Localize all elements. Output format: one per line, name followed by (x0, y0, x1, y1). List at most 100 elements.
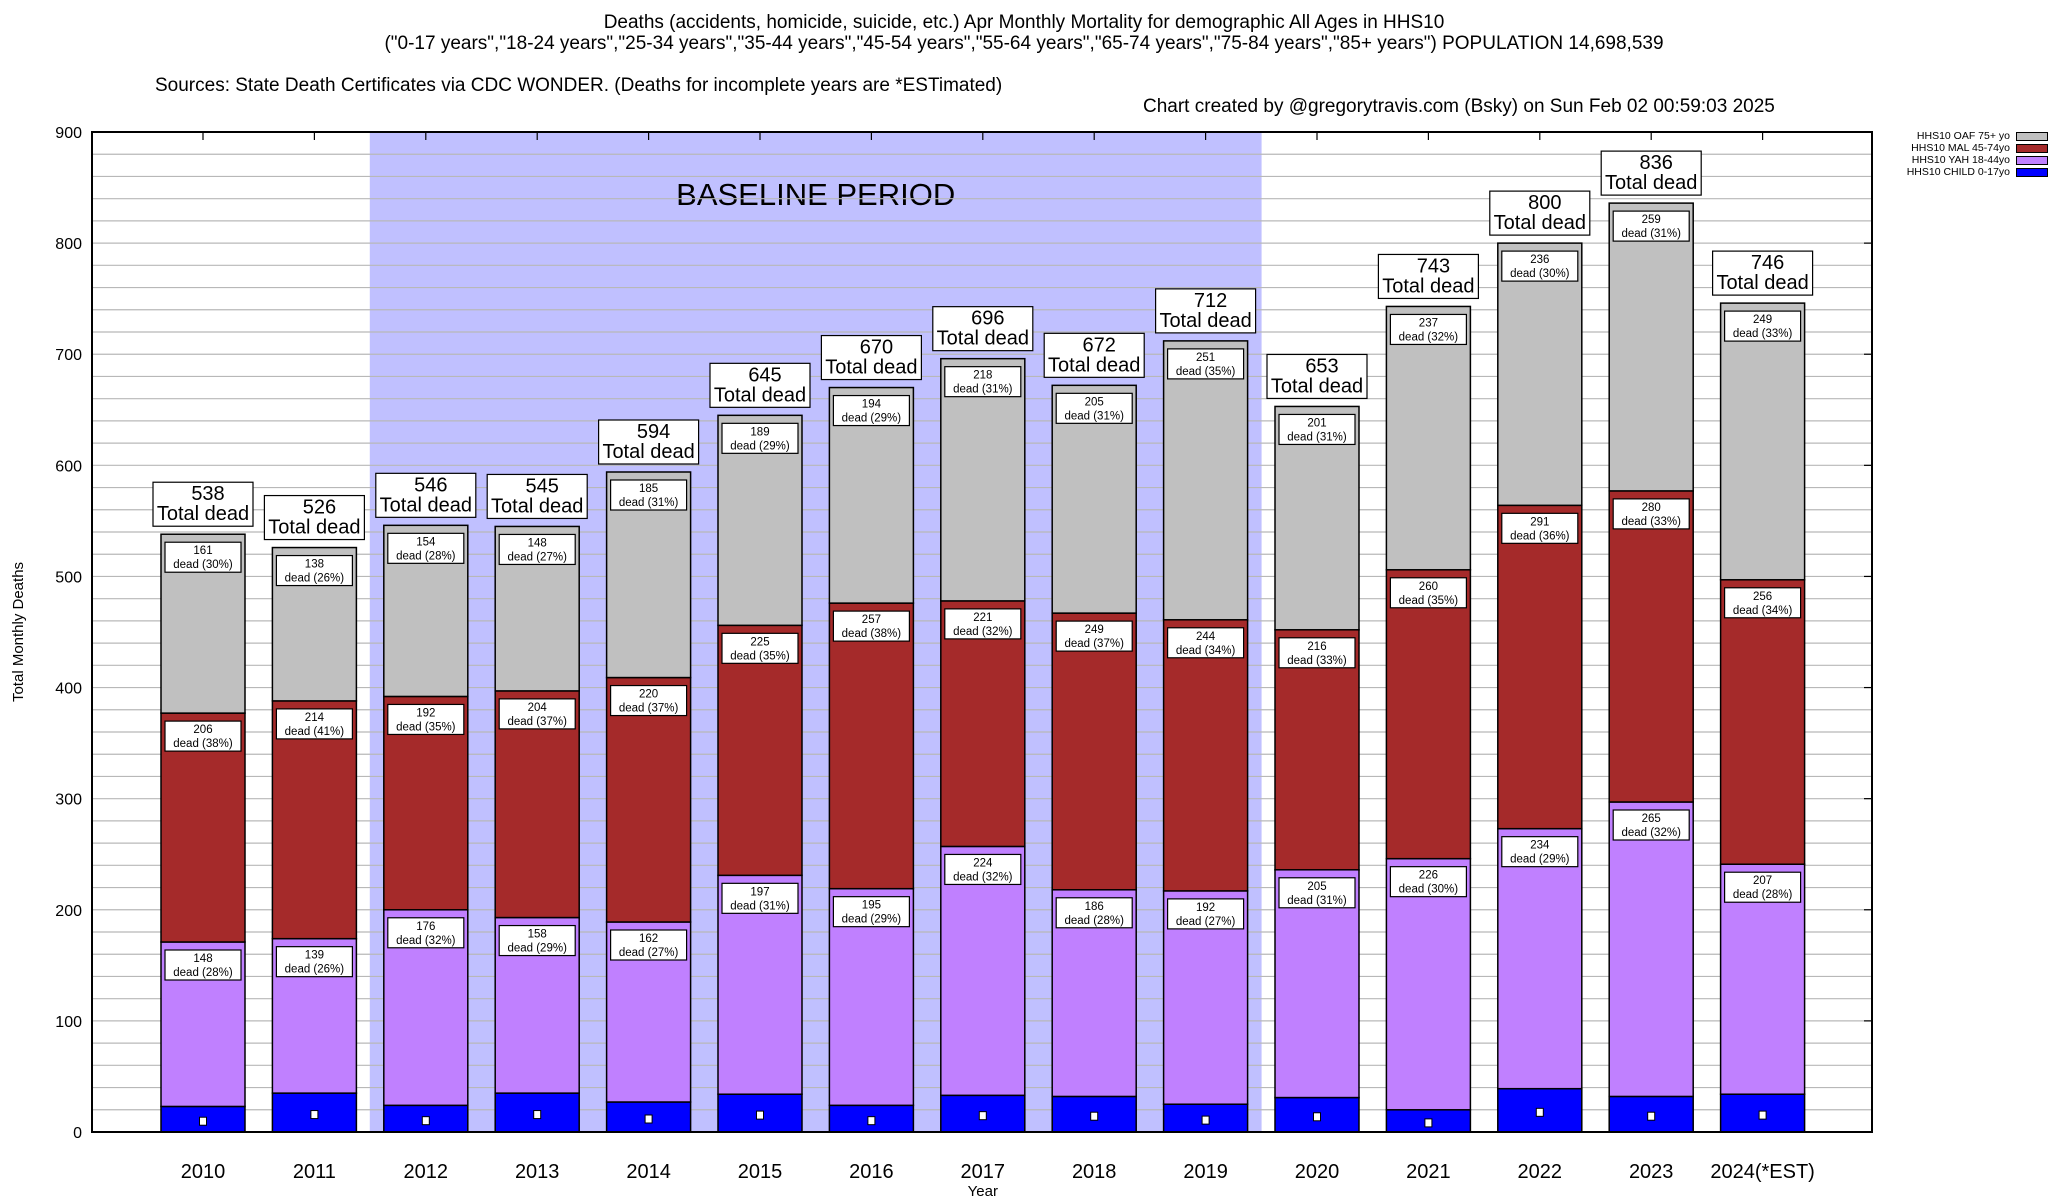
legend-item: HHS10 OAF 75+ yo (1880, 130, 2048, 142)
segment-value-label: 189 (750, 426, 769, 438)
segment-marker (199, 1116, 207, 1126)
total-value-label: 672 (1083, 334, 1116, 356)
segment-label-box (498, 533, 576, 566)
segment-marker (978, 1111, 987, 1121)
bar-segment-yah (1497, 827, 1583, 1090)
bar-segment-yah (940, 845, 1026, 1097)
total-label-box (486, 473, 588, 520)
y-tick-label: 400 (55, 681, 82, 698)
segment-label-box (1166, 898, 1245, 930)
y-tick-label: 500 (55, 569, 82, 586)
segment-percent-label: dead (28%) (1733, 889, 1793, 901)
segment-value-label: 161 (193, 545, 212, 557)
segment-value-label: 280 (1642, 502, 1661, 514)
segment-label-box (721, 632, 799, 664)
segment-label-box (832, 610, 911, 642)
segment-marker (310, 1110, 319, 1120)
x-tick-label: 2021 (1406, 1161, 1451, 1183)
segment-percent-label: dead (33%) (1287, 655, 1347, 667)
segment-percent-label: dead (31%) (1287, 431, 1347, 443)
segment-label-box (1278, 637, 1356, 669)
segment-label-box (1612, 210, 1690, 242)
segment-percent-label: dead (34%) (1176, 645, 1236, 657)
segment-label-box (1055, 620, 1133, 652)
segment-label-box (498, 924, 576, 957)
segment-value-label: 201 (1307, 417, 1326, 429)
segment-value-label: 244 (1196, 631, 1216, 643)
segment-label-box (1723, 871, 1802, 903)
legend-swatch (2016, 155, 2048, 165)
segment-label-box (944, 608, 1022, 640)
total-value-label: 645 (748, 364, 781, 386)
y-tick-label: 600 (55, 458, 82, 475)
segment-label-box (498, 698, 576, 730)
segment-percent-label: dead (31%) (730, 900, 790, 912)
total-suffix-label: Total dead (1605, 172, 1697, 194)
total-label-box (932, 306, 1034, 352)
total-value-label: 670 (860, 337, 893, 359)
legend-label: HHS10 CHILD 0-17yo (1906, 166, 2010, 178)
segment-percent-label: dead (31%) (953, 384, 1013, 396)
segment-percent-label: dead (35%) (730, 650, 790, 662)
segment-percent-label: dead (28%) (396, 550, 456, 562)
segment-value-label: 192 (416, 707, 435, 719)
segment-value-label: 176 (416, 921, 435, 933)
bar-segment-oaf (1719, 302, 1806, 581)
segment-percent-label: dead (29%) (507, 943, 567, 955)
bar-segment-mal (1051, 612, 1137, 891)
segment-marker (644, 1114, 653, 1124)
total-value-label: 800 (1528, 192, 1561, 214)
total-value-label: 743 (1417, 255, 1450, 277)
segment-label-box (1612, 498, 1690, 530)
sources-note: Sources: State Death Certificates via CD… (155, 75, 1003, 96)
segment-percent-label: dead (32%) (953, 626, 1013, 638)
segment-label-box (164, 541, 242, 573)
segment-value-label: 236 (1530, 254, 1549, 266)
segment-marker (1201, 1115, 1210, 1125)
total-value-label: 712 (1194, 290, 1227, 312)
segment-percent-label: dead (32%) (396, 935, 456, 947)
segment-value-label: 197 (750, 886, 769, 898)
segment-percent-label: dead (29%) (842, 413, 902, 425)
total-label-box (709, 362, 811, 408)
y-tick-label: 300 (55, 792, 82, 809)
x-tick-label: 2012 (404, 1161, 449, 1183)
segment-value-label: 260 (1419, 581, 1438, 593)
segment-percent-label: dead (30%) (173, 559, 233, 571)
segment-percent-label: dead (30%) (1510, 268, 1570, 280)
legend-swatch (2016, 167, 2048, 177)
total-value-label: 545 (526, 475, 559, 497)
total-label-box (263, 494, 365, 541)
segment-percent-label: dead (31%) (1287, 895, 1347, 907)
segment-percent-label: dead (35%) (396, 721, 456, 733)
segment-percent-label: dead (29%) (1510, 854, 1570, 866)
total-suffix-label: Total dead (714, 384, 806, 406)
segment-value-label: 225 (750, 636, 769, 648)
chart-caption: Sources: State Death Certificates via CD… (0, 54, 2048, 117)
bar-segment-oaf (1608, 202, 1694, 492)
segment-label-box (1055, 897, 1133, 929)
bar-segment-oaf (1497, 242, 1583, 507)
x-tick-label: 2016 (849, 1161, 894, 1183)
segment-percent-label: dead (37%) (1064, 638, 1124, 650)
total-suffix-label: Total dead (491, 495, 583, 517)
segment-marker (533, 1110, 542, 1120)
segment-label-box (1612, 809, 1690, 841)
segment-value-label: 224 (973, 857, 993, 869)
segment-label-box (832, 394, 911, 427)
total-value-label: 538 (191, 483, 224, 505)
segment-label-box (275, 946, 353, 978)
segment-percent-label: dead (32%) (1621, 827, 1681, 839)
x-tick-label: 2013 (515, 1161, 560, 1183)
segment-percent-label: dead (37%) (619, 703, 679, 715)
segment-value-label: 207 (1753, 875, 1772, 887)
segment-percent-label: dead (32%) (1399, 331, 1459, 343)
segment-marker (1424, 1118, 1433, 1128)
segment-label-box (944, 853, 1022, 886)
segment-percent-label: dead (41%) (285, 726, 345, 738)
total-label-box (1266, 353, 1368, 400)
segment-label-box (1501, 512, 1579, 544)
bar-segment-oaf (1162, 340, 1249, 621)
segment-value-label: 148 (193, 953, 212, 965)
